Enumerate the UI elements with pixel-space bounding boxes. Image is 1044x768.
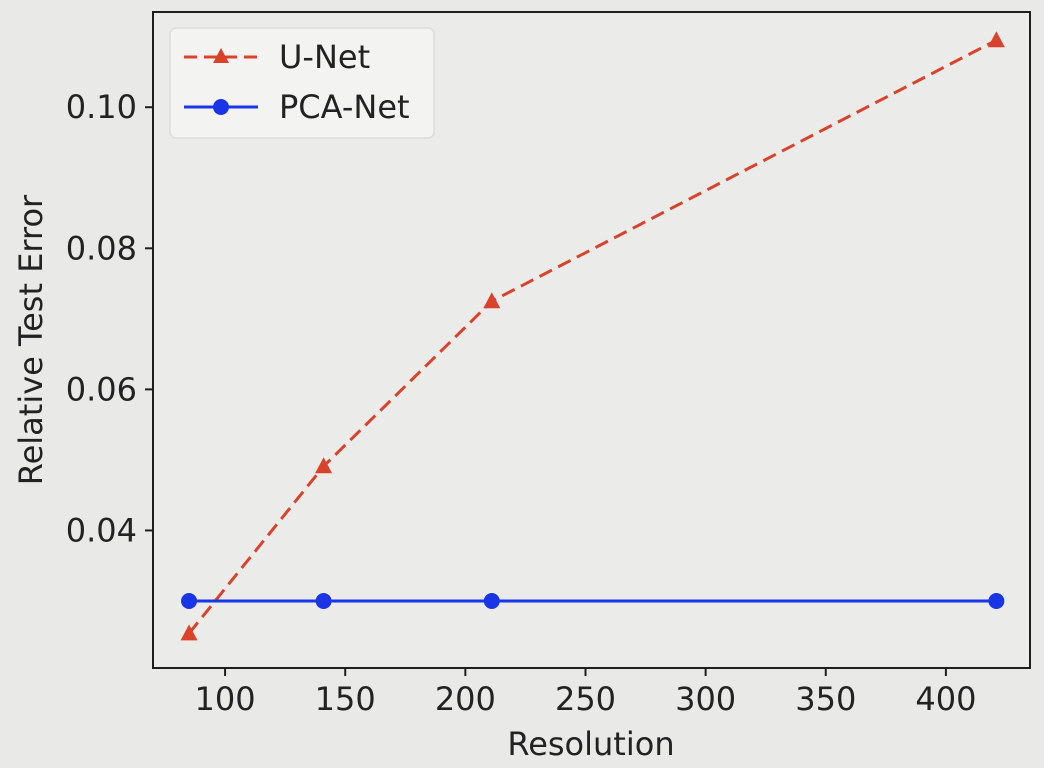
x-tick-label: 400 bbox=[915, 680, 976, 718]
legend-label-pca-net: PCA-Net bbox=[279, 88, 410, 126]
x-tick-label: 150 bbox=[315, 680, 376, 718]
data-point-u-net bbox=[987, 31, 1005, 48]
legend-marker-u-net bbox=[213, 48, 229, 63]
y-tick-label: 0.08 bbox=[66, 229, 137, 267]
x-tick-label: 200 bbox=[435, 680, 496, 718]
data-point-pca-net bbox=[483, 592, 500, 609]
x-axis-label: Resolution bbox=[507, 725, 674, 763]
series-layer bbox=[180, 31, 1005, 641]
data-point-pca-net bbox=[988, 592, 1005, 609]
data-point-pca-net bbox=[181, 592, 198, 609]
data-point-pca-net bbox=[315, 592, 332, 609]
legend-marker-pca-net bbox=[213, 99, 229, 115]
x-axis-ticks: 100 150 200 250 300 350 400 bbox=[195, 668, 976, 718]
y-axis-label: Relative Test Error bbox=[12, 194, 50, 485]
series-line-u-net bbox=[187, 38, 998, 635]
x-tick-label: 350 bbox=[795, 680, 856, 718]
data-point-u-net bbox=[315, 457, 333, 474]
y-axis-ticks: 0.04 0.06 0.08 0.10 bbox=[66, 88, 153, 549]
data-point-u-net bbox=[483, 292, 501, 309]
data-point-u-net bbox=[180, 624, 198, 641]
y-tick-label: 0.10 bbox=[66, 88, 137, 126]
y-tick-label: 0.04 bbox=[66, 511, 137, 549]
x-tick-label: 300 bbox=[675, 680, 736, 718]
y-tick-label: 0.06 bbox=[66, 370, 137, 408]
x-tick-label: 100 bbox=[195, 680, 256, 718]
legend: U-Net PCA-Net bbox=[169, 27, 435, 139]
legend-label-u-net: U-Net bbox=[279, 38, 370, 76]
x-tick-label: 250 bbox=[555, 680, 616, 718]
